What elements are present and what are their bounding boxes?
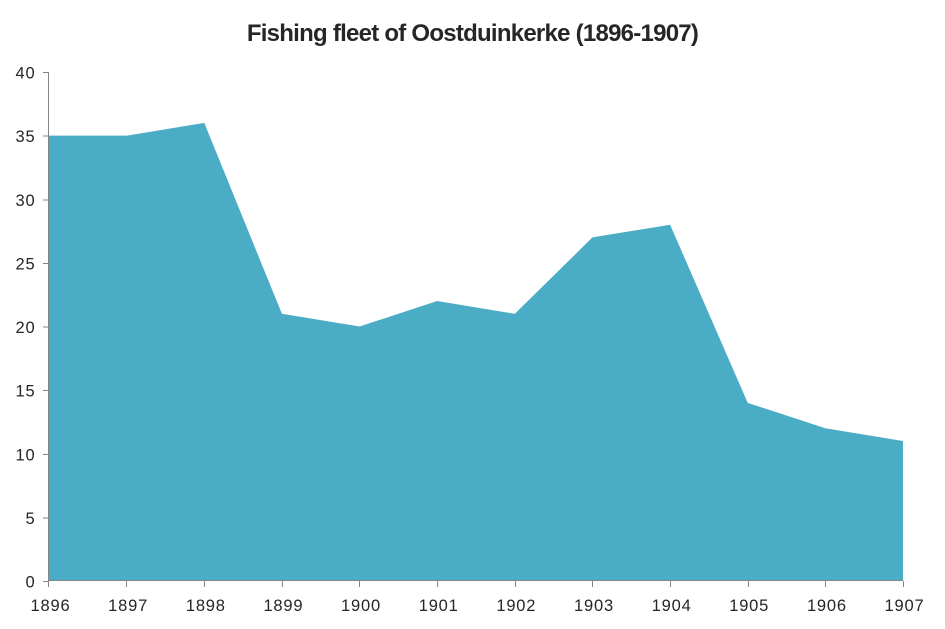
svg-text:20: 20 — [16, 319, 36, 337]
svg-text:25: 25 — [16, 255, 36, 273]
svg-text:1900: 1900 — [341, 597, 381, 615]
svg-text:1907: 1907 — [885, 597, 925, 615]
svg-text:1901: 1901 — [419, 597, 459, 615]
svg-text:1898: 1898 — [186, 597, 226, 615]
svg-text:35: 35 — [16, 128, 36, 146]
svg-text:1903: 1903 — [574, 597, 614, 615]
svg-text:0: 0 — [26, 574, 36, 592]
svg-text:1897: 1897 — [108, 597, 148, 615]
svg-text:15: 15 — [16, 383, 36, 401]
svg-text:5: 5 — [26, 510, 36, 528]
svg-text:1905: 1905 — [729, 597, 769, 615]
svg-text:1906: 1906 — [807, 597, 847, 615]
svg-text:1904: 1904 — [652, 597, 692, 615]
svg-text:1902: 1902 — [496, 597, 536, 615]
svg-text:Fishing fleet of Oostduinkerke: Fishing fleet of Oostduinkerke (1896-190… — [247, 20, 698, 47]
svg-text:30: 30 — [16, 192, 36, 210]
svg-text:10: 10 — [16, 446, 36, 464]
svg-text:40: 40 — [16, 65, 36, 83]
svg-text:1899: 1899 — [263, 597, 303, 615]
svg-text:1896: 1896 — [31, 597, 71, 615]
